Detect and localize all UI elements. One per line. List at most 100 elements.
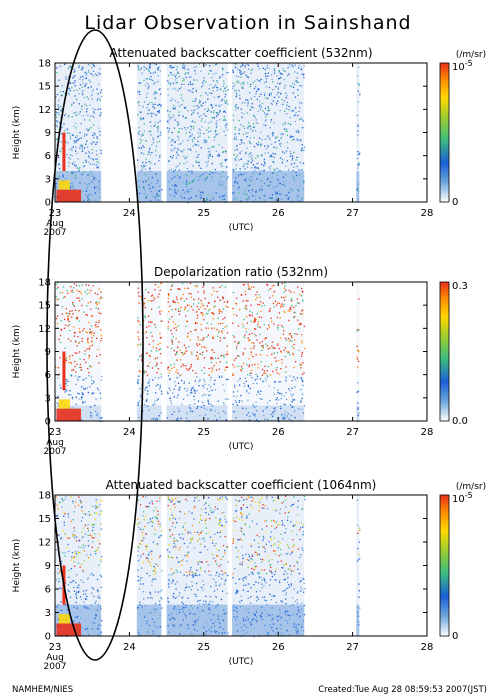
backscatter-point	[197, 600, 199, 602]
backscatter-point	[85, 83, 87, 85]
backscatter-point	[217, 133, 219, 135]
backscatter-point	[239, 309, 241, 311]
backscatter-point	[75, 593, 77, 595]
colorbar	[439, 62, 450, 203]
backscatter-point	[186, 336, 189, 338]
backscatter-point	[67, 325, 69, 327]
backscatter-point	[288, 586, 291, 588]
backscatter-point	[148, 553, 150, 556]
backscatter-point	[69, 158, 72, 160]
backscatter-point	[275, 196, 278, 199]
backscatter-point	[246, 506, 248, 508]
backscatter-point	[242, 125, 244, 128]
backscatter-point	[286, 629, 288, 632]
backscatter-point	[281, 98, 283, 101]
backscatter-point	[247, 618, 250, 620]
backscatter-point	[168, 293, 170, 295]
backscatter-point	[245, 305, 247, 308]
backscatter-point	[78, 170, 80, 172]
backscatter-point	[82, 581, 84, 584]
backscatter-point	[250, 587, 252, 589]
backscatter-point	[208, 603, 210, 605]
backscatter-point	[239, 171, 242, 173]
backscatter-point	[58, 374, 60, 377]
backscatter-point	[242, 352, 245, 354]
backscatter-point	[358, 84, 361, 87]
backscatter-point	[203, 318, 205, 321]
backscatter-point	[259, 300, 262, 303]
backscatter-point	[78, 290, 80, 293]
backscatter-point	[291, 379, 293, 382]
backscatter-point	[254, 501, 256, 503]
backscatter-point	[159, 497, 161, 499]
backscatter-point	[159, 625, 162, 628]
backscatter-point	[258, 536, 260, 538]
backscatter-point	[285, 130, 287, 132]
backscatter-point	[278, 302, 280, 304]
backscatter-point	[357, 124, 359, 126]
backscatter-point	[80, 76, 82, 78]
backscatter-point	[81, 419, 83, 421]
backscatter-point	[76, 289, 78, 291]
backscatter-point	[91, 152, 93, 154]
backscatter-point	[273, 68, 275, 70]
backscatter-point	[196, 496, 198, 498]
backscatter-point	[141, 165, 143, 167]
backscatter-point	[150, 75, 152, 78]
backscatter-point	[285, 398, 288, 401]
y-tick-label: 3	[45, 608, 51, 619]
backscatter-point	[94, 410, 97, 413]
backscatter-point	[263, 418, 266, 420]
backscatter-point	[88, 284, 90, 286]
backscatter-point	[201, 587, 203, 589]
backscatter-point	[161, 598, 163, 600]
backscatter-point	[215, 192, 217, 194]
backscatter-point	[181, 403, 183, 406]
backscatter-point	[174, 141, 176, 143]
backscatter-point	[189, 136, 191, 138]
backscatter-point	[168, 129, 170, 132]
backscatter-point	[195, 593, 198, 596]
backscatter-point	[215, 112, 218, 114]
backscatter-point	[92, 70, 95, 73]
backscatter-point	[282, 123, 284, 126]
backscatter-point	[212, 287, 214, 289]
dust-layer	[56, 351, 82, 421]
backscatter-point	[290, 291, 292, 293]
backscatter-point	[302, 620, 304, 622]
backscatter-point	[182, 63, 184, 65]
backscatter-point	[277, 179, 279, 181]
backscatter-point	[179, 511, 182, 513]
backscatter-point	[223, 80, 225, 82]
backscatter-point	[269, 307, 271, 310]
backscatter-point	[301, 295, 303, 297]
backscatter-point	[245, 407, 247, 410]
backscatter-point	[172, 617, 174, 619]
backscatter-point	[276, 304, 278, 306]
backscatter-point	[65, 308, 68, 310]
backscatter-point	[273, 186, 275, 189]
backscatter-point	[192, 386, 194, 388]
backscatter-point	[282, 176, 285, 179]
backscatter-point	[235, 624, 238, 626]
backscatter-point	[258, 105, 261, 107]
backscatter-point	[278, 71, 280, 73]
backscatter-point	[223, 110, 226, 112]
backscatter-point	[85, 134, 88, 136]
backscatter-point	[279, 317, 281, 319]
backscatter-point	[289, 308, 292, 311]
backscatter-point	[181, 140, 184, 142]
backscatter-point	[186, 575, 188, 577]
backscatter-point	[82, 634, 84, 636]
backscatter-point	[248, 333, 250, 336]
backscatter-point	[214, 560, 217, 562]
backscatter-point	[285, 376, 287, 378]
backscatter-point	[90, 143, 93, 145]
backscatter-point	[203, 540, 206, 542]
backscatter-point	[79, 147, 81, 149]
backscatter-point	[296, 156, 298, 159]
data-segment	[356, 495, 360, 636]
backscatter-point	[151, 418, 153, 420]
backscatter-point	[266, 113, 269, 116]
backscatter-point	[277, 328, 279, 330]
